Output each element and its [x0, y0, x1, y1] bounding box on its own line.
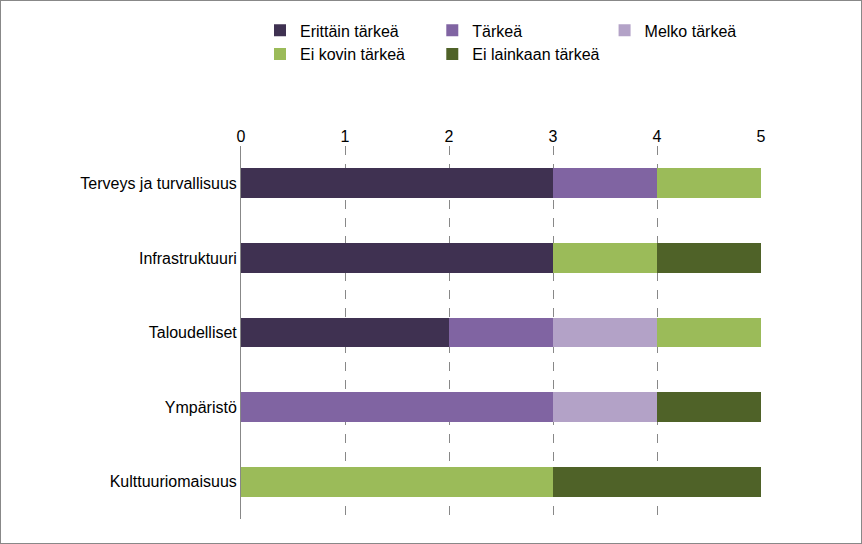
svg-text:2: 2	[445, 128, 454, 145]
svg-text:Ei kovin tärkeä: Ei kovin tärkeä	[300, 46, 405, 63]
svg-text:Ympäristö: Ympäristö	[165, 399, 237, 416]
svg-text:Melko tärkeä: Melko tärkeä	[645, 23, 737, 40]
svg-text:3: 3	[549, 128, 558, 145]
svg-text:4: 4	[653, 128, 662, 145]
svg-text:Kulttuuriomaisuus: Kulttuuriomaisuus	[110, 473, 237, 490]
svg-text:5: 5	[757, 128, 766, 145]
svg-text:Taloudelliset: Taloudelliset	[149, 324, 238, 341]
svg-text:Erittäin tärkeä: Erittäin tärkeä	[300, 23, 399, 40]
svg-text:0: 0	[237, 128, 246, 145]
svg-text:Ei lainkaan tärkeä: Ei lainkaan tärkeä	[472, 46, 599, 63]
svg-text:Infrastruktuuri: Infrastruktuuri	[139, 250, 237, 267]
svg-text:Terveys ja turvallisuus: Terveys ja turvallisuus	[80, 175, 237, 192]
svg-text:1: 1	[341, 128, 350, 145]
svg-text:Tärkeä: Tärkeä	[472, 23, 522, 40]
